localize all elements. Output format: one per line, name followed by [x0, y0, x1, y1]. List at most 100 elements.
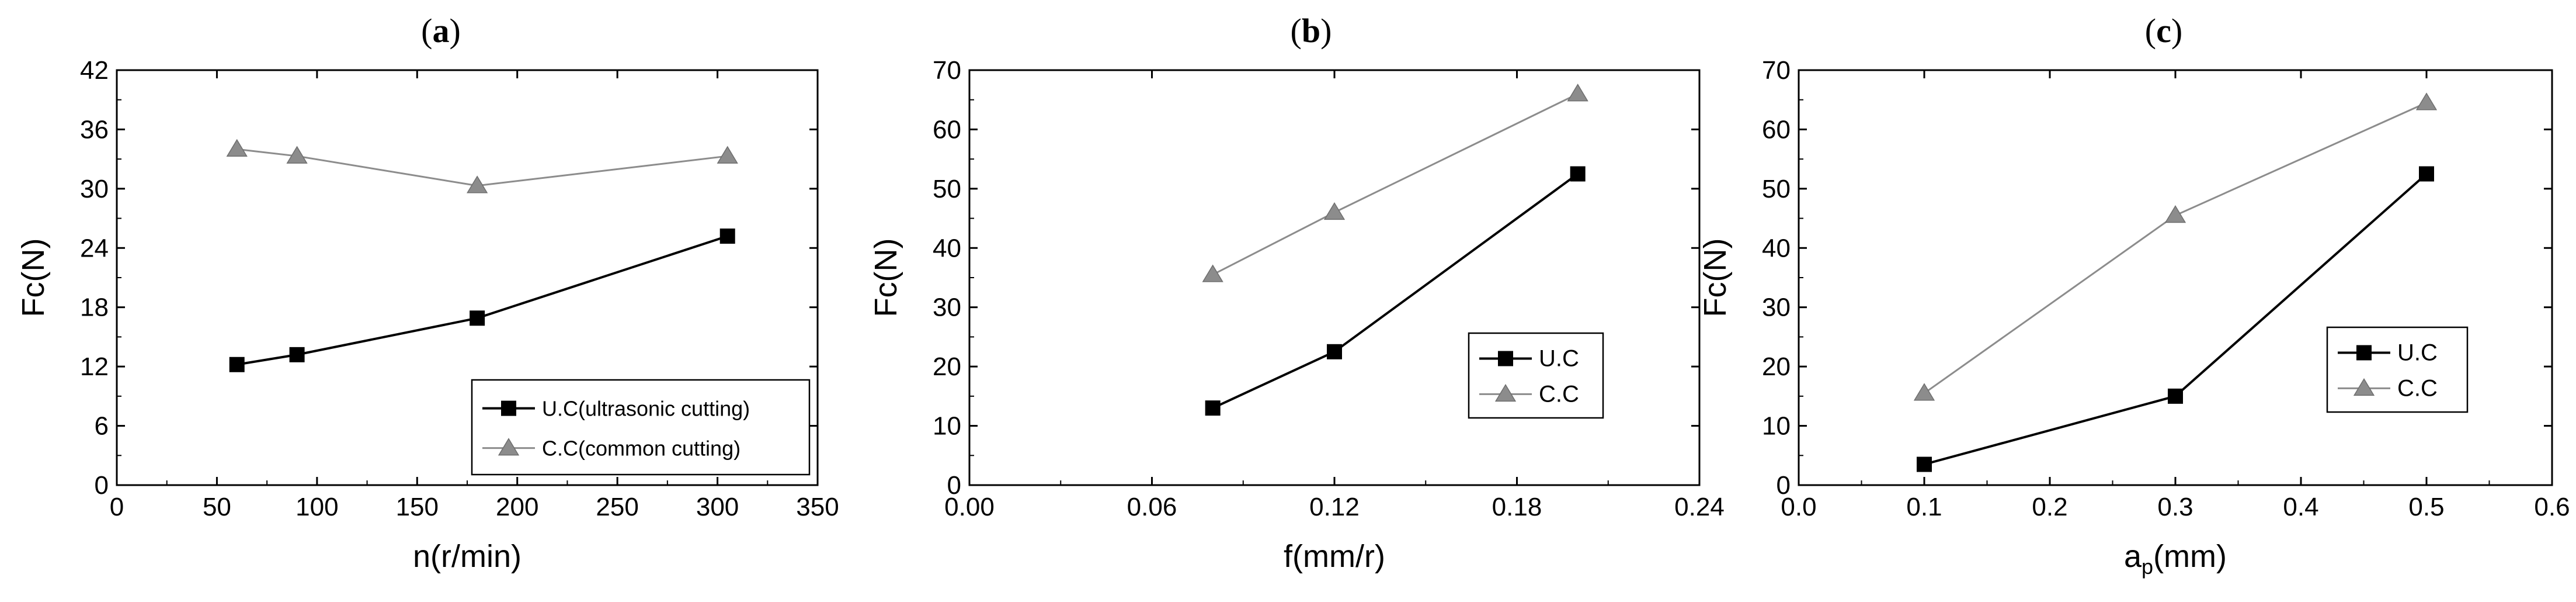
panel-c-series-0-point-0 [1917, 456, 1932, 472]
panel-a: (a) 0 50 100 150 200 250 300 350 0 6 12 18 24 30 36 42 Fc… [16, 12, 839, 574]
panel-c-y-tick-label: 30 [1762, 293, 1791, 322]
panel-c-legend-label-0: U.C [2397, 340, 2438, 366]
panel-b-y-axis-label: Fc(N) [868, 238, 903, 317]
panel-c-x-axis-label: ap(mm) [2124, 539, 2227, 579]
panel-a-series-0-point-2 [470, 310, 485, 326]
panel-b-x-axis-label: f(mm/r) [1284, 539, 1385, 574]
panel-a-series-1-point-2 [467, 175, 488, 193]
panel-c-x-tick-label: 0.6 [2534, 493, 2570, 521]
panel-a-x-tick-label: 300 [696, 493, 739, 521]
panel-b-legend-box [1468, 332, 1604, 419]
panel-b-legend-label-0: U.C [1539, 346, 1579, 372]
panel-b-y-tick-label: 30 [933, 293, 961, 322]
panel-b-series-1-point-0 [1202, 264, 1223, 282]
panel-b-series-0-point-2 [1570, 166, 1586, 182]
panel-b-series-line-1 [1212, 93, 1579, 276]
panel-c-series-1-point-2 [2415, 92, 2438, 110]
panel-c-y-tick-label: 40 [1762, 234, 1791, 262]
panel-c-title-close: ) [2171, 12, 2182, 50]
panel-c-x-tick-label: 0.5 [2408, 493, 2444, 521]
panel-c-legend-swatch-marker-1 [2353, 378, 2375, 396]
panel-a-y-tick-label: 18 [80, 293, 109, 322]
panel-a-y-tick-label: 0 [95, 471, 109, 500]
panel-b-y-tick-label: 0 [947, 471, 961, 500]
panel-a-y-tick-label: 42 [80, 56, 109, 85]
panel-c-x-tick-label: 0.0 [1781, 493, 1816, 521]
panel-a-title-letter: a [433, 12, 450, 50]
panel-b-title: (b) [1291, 12, 1332, 50]
panel-c-series-1-point-1 [2164, 205, 2186, 223]
panel-c-y-tick-label: 70 [1762, 56, 1791, 85]
panel-a-x-tick-label: 100 [296, 493, 338, 521]
panel-a-y-tick-label: 30 [80, 175, 109, 203]
panel-c: (c) 0.0 0.1 0.2 0.3 0.4 0.5 0.6 0 10 20 30 40 50 60 70 F… [1698, 12, 2570, 579]
panel-a-legend-label-0: U.C(ultrasonic cutting) [542, 397, 750, 421]
panel-b-legend-swatch-marker-0 [1498, 351, 1513, 366]
panel-a-title-open: ( [421, 12, 432, 50]
panel-b-series-0-point-0 [1205, 400, 1221, 416]
panel-c-y-tick-label: 10 [1762, 412, 1791, 441]
panel-b-plot-frame [968, 69, 1701, 486]
panel-a-legend-swatch-marker-1 [498, 438, 520, 456]
panel-c-x-tick-label: 0.4 [2283, 493, 2318, 521]
panel-b-x-tick-label: 0.12 [1309, 493, 1360, 521]
panel-a-y-tick-label: 12 [80, 352, 109, 381]
panel-b-x-tick-label: 0.00 [944, 493, 995, 521]
panel-c-y-tick-label: 60 [1762, 115, 1791, 144]
panel-c-x-axis-label-main: a [2124, 539, 2142, 574]
panel-c-legend-box [2326, 326, 2469, 413]
panel-c-x-axis-label-sub: p [2142, 555, 2153, 579]
panel-a-series-0-point-0 [229, 357, 245, 372]
panel-b-y-tick-label: 60 [933, 115, 961, 144]
panel-a-series-1-point-1 [286, 146, 308, 164]
panel-a-legend-label-1: C.C(common cutting) [542, 437, 741, 461]
panel-a-x-tick-label: 150 [396, 493, 439, 521]
panel-c-title: (c) [2145, 12, 2182, 50]
panel-a-series-1-point-0 [226, 139, 248, 157]
panel-a-series-0-point-3 [719, 229, 735, 244]
panel-c-legend-label-1: C.C [2397, 375, 2438, 401]
panel-c-x-axis-label-unit: (mm) [2153, 539, 2227, 574]
panel-b-y-tick-label: 10 [933, 412, 961, 441]
panel-a-y-tick-label: 6 [95, 412, 109, 441]
panel-b-series-1-point-1 [1323, 202, 1346, 220]
panel-a-series-1-point-3 [717, 146, 738, 164]
panel-c-title-letter: c [2156, 12, 2171, 50]
panel-c-series-0-point-2 [2419, 166, 2434, 182]
panel-b-y-tick-label: 20 [933, 352, 961, 381]
panel-c-y-axis-label: Fc(N) [1698, 238, 1733, 317]
panel-a-series-line-1 [237, 148, 728, 187]
panel-c-series-1-point-0 [1913, 383, 1935, 401]
panel-b-y-tick-label: 70 [933, 56, 961, 85]
panel-b-legend-swatch-marker-1 [1494, 383, 1517, 402]
panel-a-title-close: ) [450, 12, 461, 50]
panel-a-x-tick-label: 0 [110, 493, 124, 521]
panel-c-y-tick-label: 0 [1777, 471, 1791, 500]
panel-c-x-tick-label: 0.2 [2032, 493, 2067, 521]
panel-b-x-tick-label: 0.06 [1127, 493, 1177, 521]
panel-c-y-tick-label: 20 [1762, 352, 1791, 381]
panel-a-x-axis-label: n(r/min) [413, 539, 522, 574]
panel-c-plot-frame [1798, 69, 2553, 486]
panel-a-legend-swatch-marker-0 [501, 400, 516, 416]
panel-b-title-letter: b [1302, 12, 1320, 50]
panel-a-x-tick-label: 250 [596, 493, 638, 521]
panel-b-legend-label-1: C.C [1539, 381, 1579, 407]
panel-a-x-tick-label: 350 [796, 493, 839, 521]
panel-a-series-0-point-1 [289, 347, 305, 362]
panel-c-legend-swatch-marker-0 [2356, 345, 2372, 361]
panel-b-title-open: ( [1291, 12, 1302, 50]
panel-a-y-tick-label: 36 [80, 115, 109, 144]
panel-c-x-tick-label: 0.1 [1906, 493, 1942, 521]
panel-a-y-axis-label: Fc(N) [16, 238, 51, 317]
panel-b-x-tick-label: 0.18 [1492, 493, 1542, 521]
panel-c-series-0-point-1 [2168, 388, 2183, 404]
panel-a-legend-box [471, 379, 811, 476]
panel-b-y-tick-label: 50 [933, 175, 961, 203]
panel-c-y-tick-label: 50 [1762, 175, 1791, 203]
panel-a-x-tick-label: 50 [203, 493, 231, 521]
panel-a-y-tick-label: 24 [80, 234, 109, 262]
panel-a-series-line-0 [237, 235, 728, 366]
panel-b-series-0-point-1 [1327, 344, 1342, 359]
